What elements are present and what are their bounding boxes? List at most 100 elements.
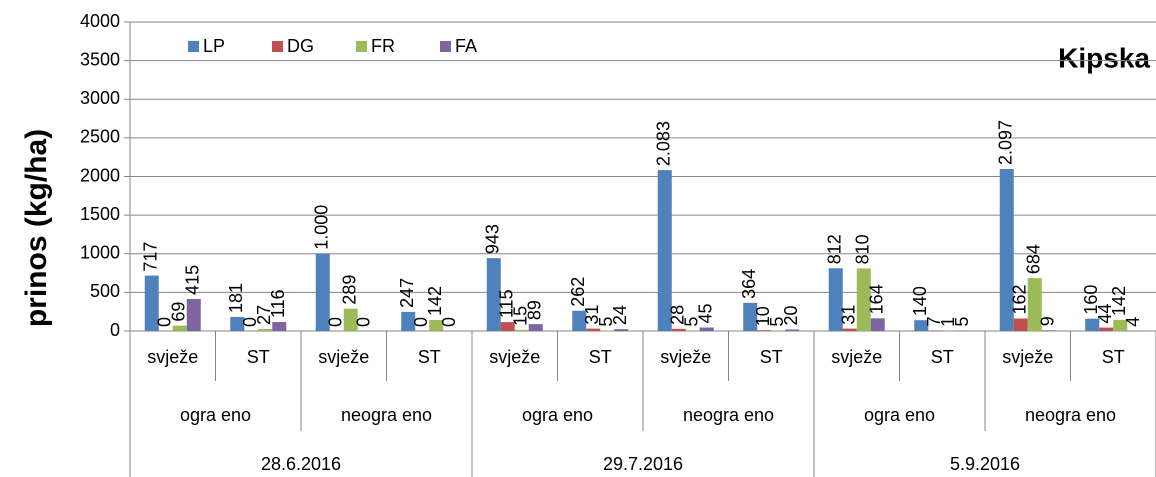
bar (572, 310, 587, 331)
x-group-label: ogra eno (180, 405, 251, 425)
y-tick-label: 2500 (80, 127, 120, 147)
bar (144, 275, 159, 331)
data-label: 415 (183, 265, 203, 295)
bar (586, 328, 601, 331)
data-label: 142 (425, 286, 445, 316)
data-label: 31 (839, 305, 859, 325)
bar (429, 320, 444, 331)
x-tick-label: svježe (660, 347, 711, 367)
bar (272, 322, 287, 331)
bar (401, 311, 416, 331)
data-label: 28 (668, 305, 688, 325)
data-label: 5 (952, 317, 972, 327)
data-label: 164 (867, 284, 887, 314)
bar (315, 253, 330, 331)
data-label: 89 (525, 300, 545, 320)
x-date-label: 5.9.2016 (950, 454, 1020, 474)
legend-label: FA (455, 36, 477, 56)
data-label: 0 (354, 317, 374, 327)
bar (186, 298, 201, 331)
data-label: 162 (1010, 284, 1030, 314)
bar (757, 330, 772, 331)
bar (743, 302, 758, 331)
x-group-label: ogra eno (864, 405, 935, 425)
data-label: 7 (924, 316, 944, 326)
data-label: 5 (767, 317, 787, 327)
x-tick-label: ST (418, 347, 441, 367)
legend-swatch (272, 41, 283, 52)
data-label: 717 (141, 242, 161, 272)
data-label: 9 (1038, 316, 1058, 326)
legend-label: DG (287, 36, 314, 56)
bar (258, 328, 273, 331)
bar (828, 268, 843, 331)
data-label: 0 (240, 317, 260, 327)
y-tick-label: 1500 (80, 204, 120, 224)
data-label: 364 (739, 269, 759, 299)
data-label: 0 (411, 317, 431, 327)
x-group-label: neogra eno (1025, 405, 1116, 425)
data-label: 684 (1024, 244, 1044, 274)
bar (1099, 327, 1114, 331)
bar (842, 328, 857, 331)
data-label: 943 (483, 224, 503, 254)
data-label: 2.097 (996, 120, 1016, 165)
x-tick-label: svježe (1002, 347, 1053, 367)
data-label: 5 (596, 317, 616, 327)
data-label: 115 (497, 289, 517, 318)
x-tick-label: svježe (318, 347, 369, 367)
y-tick-label: 2000 (80, 165, 120, 185)
data-label: 45 (696, 303, 716, 323)
y-tick-label: 3000 (80, 88, 120, 108)
data-label: 140 (910, 286, 930, 316)
data-label: 810 (853, 234, 873, 264)
bar (1013, 318, 1028, 331)
data-label: 10 (753, 306, 773, 326)
bar (1085, 318, 1100, 331)
data-label: 160 (1081, 285, 1101, 315)
x-group-label: ogra eno (522, 405, 593, 425)
data-label: 27 (254, 305, 274, 325)
data-label: 2.083 (654, 121, 674, 166)
data-label: 262 (568, 277, 588, 307)
data-label: 20 (781, 305, 801, 325)
bar (1027, 278, 1042, 331)
bar (486, 258, 501, 331)
x-tick-label: ST (931, 347, 954, 367)
data-label: 44 (1095, 304, 1115, 324)
bar (1041, 330, 1056, 331)
data-label: 15 (511, 306, 531, 326)
legend-swatch (440, 41, 451, 52)
bar (500, 322, 515, 331)
y-tick-label: 1000 (80, 243, 120, 263)
bar (172, 325, 187, 331)
data-label: 247 (397, 278, 417, 308)
bar (914, 320, 929, 331)
legend-swatch (188, 41, 199, 52)
legend-label: FR (371, 36, 395, 56)
bar (999, 169, 1014, 331)
x-date-label: 28.6.2016 (261, 454, 341, 474)
bar (343, 308, 358, 331)
y-tick-label: 500 (90, 281, 120, 301)
bar (671, 328, 686, 331)
y-tick-label: 4000 (80, 11, 120, 31)
x-tick-label: svježe (831, 347, 882, 367)
chart-title: Kipska (1058, 42, 1150, 73)
x-tick-label: ST (247, 347, 270, 367)
data-label: 116 (268, 289, 288, 318)
data-label: 0 (155, 317, 175, 327)
data-label: 0 (439, 317, 459, 327)
data-label: 142 (1109, 286, 1129, 316)
bar (614, 329, 629, 331)
data-label: 289 (340, 275, 360, 305)
y-axis-label: prinos (kg/ha) (20, 129, 53, 327)
data-label: 0 (326, 317, 346, 327)
x-tick-label: ST (1102, 347, 1125, 367)
x-tick-label: ST (589, 347, 612, 367)
y-tick-label: 3500 (80, 49, 120, 69)
bar (657, 170, 672, 331)
bar (514, 329, 529, 331)
bar (870, 318, 885, 331)
